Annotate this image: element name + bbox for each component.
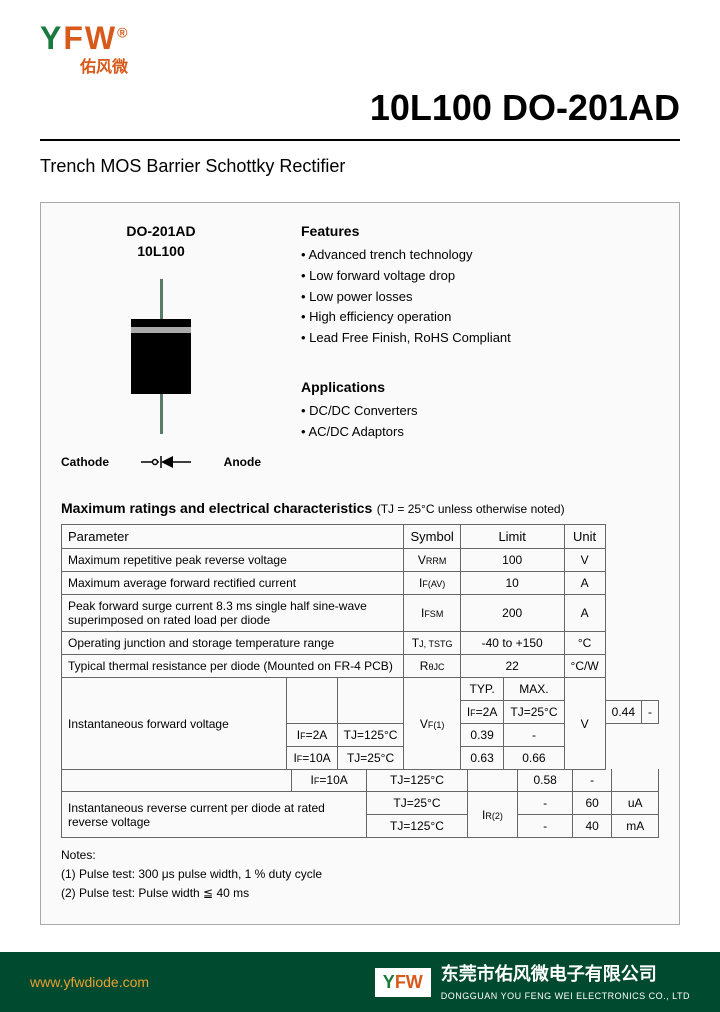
applications-list: DC/DC Converters AC/DC Adaptors [301,401,659,443]
ratings-title: Maximum ratings and electrical character… [61,500,372,516]
features-list: Advanced trench technology Low forward v… [301,245,659,349]
ratings-table: Parameter Symbol Limit Unit Maximum repe… [61,524,659,770]
feature-item: Lead Free Finish, RoHS Compliant [301,328,659,349]
note-item: (1) Pulse test: 300 μs pulse width, 1 % … [61,865,659,884]
table-row: IF=10ATJ=125°C0.58- [62,769,659,792]
anode-label: Anode [224,455,261,469]
package-name: DO-201AD [61,223,261,239]
th-unit: Unit [564,525,605,549]
logo-fw: FW [63,20,117,56]
table-row: Instantaneous forward voltage VF(1) TYP.… [62,678,659,701]
package-diagram: DO-201AD 10L100 Cathode Anode [61,223,261,470]
logo-cn: 佑风微 [80,53,129,77]
header: YFW® 佑风微 [0,0,720,77]
features-title: Features [301,223,659,239]
logo-y: Y [40,20,63,56]
note-item: (2) Pulse test: Pulse width ≦ 40 ms [61,884,659,903]
th-symbol: Symbol [404,525,460,549]
applications-title: Applications [301,379,659,395]
feature-item: High efficiency operation [301,307,659,328]
notes-title: Notes: [61,846,659,865]
application-item: AC/DC Adaptors [301,422,659,443]
page-title: 10L100 DO-201AD [0,77,720,139]
th-limit: Limit [460,525,564,549]
diode-symbol-icon [141,454,191,470]
feature-item: Low forward voltage drop [301,266,659,287]
feature-item: Low power losses [301,287,659,308]
table-row: Typical thermal resistance per diode (Mo… [62,655,659,678]
ratings-table-2: IF=10ATJ=125°C0.58- Instantaneous revers… [61,769,659,838]
part-number: 10L100 [61,243,261,259]
diode-drawing [101,279,221,434]
table-row: Instantaneous reverse current per diode … [62,792,659,815]
feature-item: Advanced trench technology [301,245,659,266]
table-row: Maximum repetitive peak reverse voltageV… [62,549,659,572]
footer-company-cn: 东莞市佑风微电子有限公司 [441,960,690,986]
table-row: Maximum average forward rectified curren… [62,572,659,595]
footer-url: www.yfwdiode.com [30,974,149,990]
logo-reg: ® [117,24,129,40]
notes: Notes: (1) Pulse test: 300 μs pulse widt… [61,846,659,904]
application-item: DC/DC Converters [301,401,659,422]
footer-logo: YFW [375,968,431,997]
footer: www.yfwdiode.com YFW 东莞市佑风微电子有限公司 DONGGU… [0,952,720,1012]
cathode-label: Cathode [61,455,109,469]
content-box: DO-201AD 10L100 Cathode Anode Features A… [40,202,680,925]
ratings-condition: (TJ = 25°C unless otherwise noted) [377,502,565,516]
table-row: Operating junction and storage temperatu… [62,632,659,655]
th-param: Parameter [62,525,404,549]
table-row: Peak forward surge current 8.3 ms single… [62,595,659,632]
footer-company-en: DONGGUAN YOU FENG WEI ELECTRONICS CO., L… [441,991,690,1001]
logo: YFW® 佑风微 [40,20,680,77]
subtitle: Trench MOS Barrier Schottky Rectifier [0,141,720,192]
